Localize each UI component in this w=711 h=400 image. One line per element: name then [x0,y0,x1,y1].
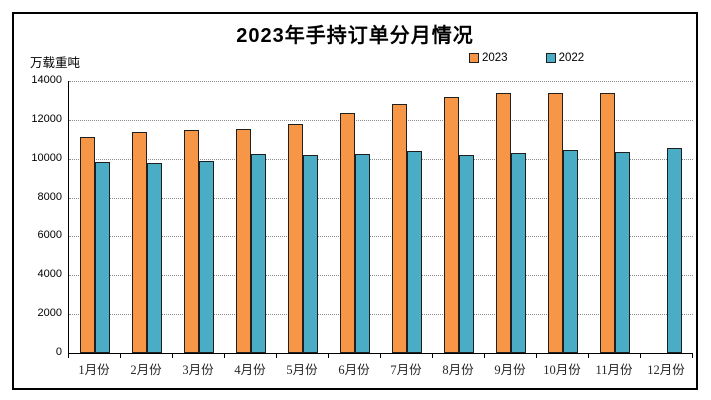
gridline-14000 [69,81,693,82]
x-tick-label-7月份: 7月份 [390,363,422,377]
chart-frame: 2023年手持订单分月情况 万载重吨 2023 2022 0 2000 4000 60… [12,12,698,390]
plot-area [68,81,693,354]
bar-2023-5月份 [288,123,303,353]
chart-title: 2023年手持订单分月情况 [236,25,474,47]
bar-2023-7月份 [392,104,407,353]
bar-2023-10月份 [548,92,563,353]
y-tick-label-2000: 2000 [37,307,62,320]
gridline-2000 [69,314,693,316]
x-tick-4 [276,354,277,358]
bar-2022-2月份 [147,162,162,353]
y-tick-label-0: 0 [55,346,62,358]
bar-2022-6月份 [355,153,370,353]
y-tick-label-10000: 10000 [31,151,62,164]
bar-2022-4月份 [251,154,266,353]
x-tick-3 [224,354,225,358]
bar-2022-12月份 [667,148,682,353]
legend-label-2022: 2022 [558,52,585,64]
x-tick-label-8月份: 8月份 [442,363,474,377]
bar-2023-4月份 [236,129,251,353]
bar-2022-9月份 [511,153,526,353]
gridline-6000 [69,236,693,238]
y-tick-label-14000: 14000 [31,74,62,86]
bar-2023-8月份 [444,97,459,353]
x-tick-2 [172,354,173,358]
y-tick-label-4000: 4000 [37,268,62,281]
x-tick-12 [692,354,693,358]
legend: 2023 2022 [469,52,584,64]
bar-2022-5月份 [303,155,318,353]
legend-swatch-2023 [469,53,479,63]
legend-swatch-2022 [545,53,556,63]
legend-item-2023: 2023 [469,52,508,64]
y-tick-label-6000: 6000 [37,229,62,242]
x-tick-label-2月份: 2月份 [130,363,162,377]
x-tick-label-4月份: 4月份 [234,363,266,377]
gridline-8000 [69,197,693,199]
x-tick-11 [640,354,641,358]
x-tick-8 [484,354,485,358]
x-tick-0 [68,354,69,358]
bar-2023-2月份 [132,131,147,353]
y-axis-unit-label: 万载重吨 [30,56,81,70]
x-tick-7 [432,354,433,358]
x-tick-label-12月份: 12月份 [647,363,685,377]
x-tick-6 [380,354,381,358]
legend-item-2022: 2022 [545,52,585,64]
bar-2023-9月份 [496,92,511,353]
bar-2022-11月份 [615,151,630,353]
gridline-10000 [69,158,693,160]
y-tick-label-8000: 8000 [37,190,62,203]
bar-2023-11月份 [600,92,615,353]
x-tick-10 [588,354,589,358]
bar-2022-10月份 [563,149,578,353]
y-tick-label-12000: 12000 [31,112,62,125]
x-tick-label-9月份: 9月份 [494,363,526,377]
x-tick-label-3月份: 3月份 [182,363,214,377]
bar-2022-7月份 [407,151,422,353]
x-tick-label-1月份: 1月份 [78,363,110,377]
x-tick-label-6月份: 6月份 [338,363,370,377]
legend-label-2023: 2023 [482,52,508,64]
x-tick-label-10月份: 10月份 [543,363,581,377]
gridline-4000 [69,275,693,277]
bar-2023-1月份 [80,136,95,353]
bar-2022-1月份 [95,161,110,353]
gridline-12000 [69,119,693,121]
x-tick-label-5月份: 5月份 [286,363,318,377]
bar-2022-3月份 [199,160,214,353]
bar-2023-6月份 [340,112,355,353]
x-tick-label-11月份: 11月份 [595,363,633,377]
bar-2022-8月份 [459,154,474,353]
x-tick-1 [120,354,121,358]
x-tick-5 [328,354,329,358]
x-tick-9 [536,354,537,358]
bar-2023-3月份 [184,130,199,353]
